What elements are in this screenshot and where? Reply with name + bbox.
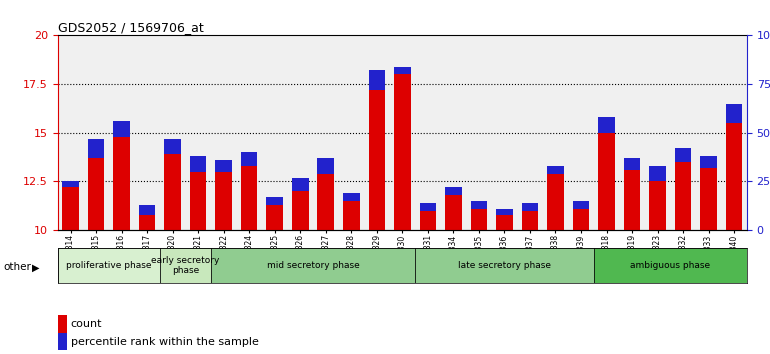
Bar [88, 138, 104, 158]
Bar [394, 74, 410, 230]
Bar [139, 205, 156, 215]
Text: mid secretory phase: mid secretory phase [266, 261, 360, 270]
Bar [675, 162, 691, 230]
Bar [624, 158, 641, 170]
Bar [164, 154, 181, 230]
Bar [317, 174, 334, 230]
Bar [343, 201, 360, 230]
Bar [190, 156, 206, 172]
Bar [292, 177, 309, 191]
Bar [547, 174, 564, 230]
Bar [521, 203, 538, 211]
Bar [266, 205, 283, 230]
Bar [113, 137, 130, 230]
Bar [649, 166, 666, 181]
Bar [113, 121, 130, 137]
Bar [726, 123, 742, 230]
Text: count: count [71, 319, 102, 329]
Bar [88, 158, 104, 230]
Text: percentile rank within the sample: percentile rank within the sample [71, 337, 259, 347]
Bar [241, 152, 257, 166]
Bar [445, 195, 462, 230]
Text: early secretory
phase: early secretory phase [151, 256, 219, 275]
Bar [415, 248, 594, 283]
Bar [598, 117, 614, 133]
Bar [496, 209, 513, 215]
Bar [190, 172, 206, 230]
Bar [394, 67, 410, 74]
Bar [317, 158, 334, 173]
Bar [211, 248, 415, 283]
Bar [369, 70, 385, 90]
Bar [58, 248, 160, 283]
Text: GDS2052 / 1569706_at: GDS2052 / 1569706_at [58, 21, 203, 34]
Bar [701, 168, 717, 230]
Bar [369, 90, 385, 230]
Bar [470, 201, 487, 209]
Text: other: other [4, 262, 32, 272]
Bar [573, 209, 589, 230]
Bar [496, 215, 513, 230]
Bar [139, 215, 156, 230]
Bar [420, 203, 436, 211]
Bar [62, 181, 79, 187]
Bar [624, 170, 641, 230]
Bar [547, 166, 564, 173]
Bar [573, 201, 589, 209]
Bar [726, 103, 742, 123]
Bar [164, 138, 181, 154]
Bar [62, 187, 79, 230]
Bar [241, 166, 257, 230]
Bar [701, 156, 717, 168]
Bar [216, 160, 232, 172]
Bar [343, 193, 360, 201]
Bar [675, 148, 691, 162]
Bar [420, 211, 436, 230]
Text: late secretory phase: late secretory phase [458, 261, 551, 270]
Text: ambiguous phase: ambiguous phase [631, 261, 711, 270]
Bar [598, 133, 614, 230]
Bar [445, 187, 462, 195]
Text: proliferative phase: proliferative phase [66, 261, 152, 270]
Bar [649, 181, 666, 230]
Bar [470, 209, 487, 230]
Bar [160, 248, 211, 283]
Bar [594, 248, 747, 283]
Bar [216, 172, 232, 230]
Bar [266, 197, 283, 205]
Text: ▶: ▶ [32, 262, 40, 272]
Bar [521, 211, 538, 230]
Bar [292, 191, 309, 230]
